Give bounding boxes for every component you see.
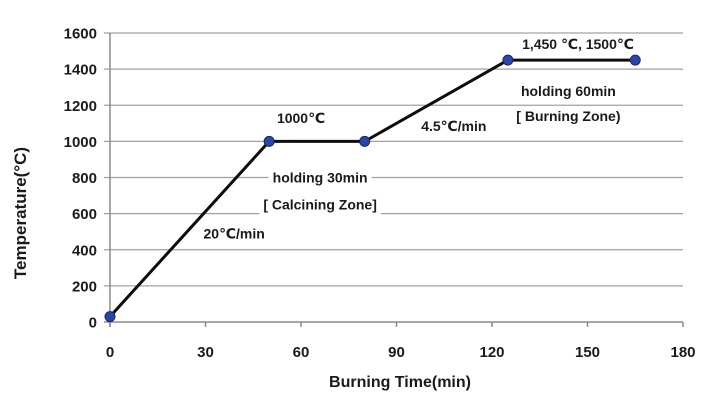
x-axis-title: Burning Time(min) (329, 374, 471, 391)
y-tick-label: 1200 (64, 98, 97, 115)
annotation-ramp2-rate: 4.5℃/min (421, 118, 486, 134)
annotation-bg (417, 116, 491, 137)
annotation-plateau2-temp: 1,450 ℃, 1500℃ (522, 36, 634, 52)
annotation-ramp1-rate: 20℃/min (203, 225, 264, 241)
annotation-bg (272, 107, 330, 128)
annotation-bg (199, 223, 269, 244)
data-point-marker (104, 311, 116, 323)
annotation-plateau1-hold: holding 30min (273, 170, 368, 186)
x-tick-label: 60 (293, 344, 310, 361)
annotation-plateau2-hold: holding 60min (521, 83, 616, 99)
x-tick-label: 30 (197, 344, 214, 361)
y-tick-label: 1400 (64, 62, 97, 79)
y-tick-label: 600 (72, 206, 97, 223)
annotation-plateau2-zone: [ Burning Zone) (516, 108, 620, 124)
y-tick-label: 1600 (64, 26, 97, 43)
data-point-marker (359, 135, 371, 147)
annotation-bg (516, 80, 620, 101)
x-tick-label: 180 (670, 344, 695, 361)
x-tick-label: 0 (106, 344, 114, 361)
y-tick-label: 0 (89, 315, 97, 332)
annotation-plateau1-temp: 1000℃ (277, 110, 325, 126)
data-point-marker (629, 54, 641, 66)
x-tick-label: 90 (388, 344, 405, 361)
annotation-bg (512, 106, 625, 127)
annotation-bg (259, 194, 381, 215)
x-tick-label: 120 (479, 344, 504, 361)
y-tick-label: 400 (72, 242, 97, 259)
x-tick-label: 150 (575, 344, 600, 361)
y-tick-label: 800 (72, 170, 97, 187)
annotation-bg (518, 33, 638, 54)
y-tick-label: 200 (72, 278, 97, 295)
data-point-marker (502, 54, 514, 66)
data-point-marker (263, 135, 275, 147)
annotation-plateau1-zone: [ Calcining Zone] (263, 197, 377, 213)
y-axis-title: Temperature(°C) (11, 146, 30, 280)
y-tick-label: 1000 (64, 134, 97, 151)
annotation-bg (268, 167, 372, 188)
